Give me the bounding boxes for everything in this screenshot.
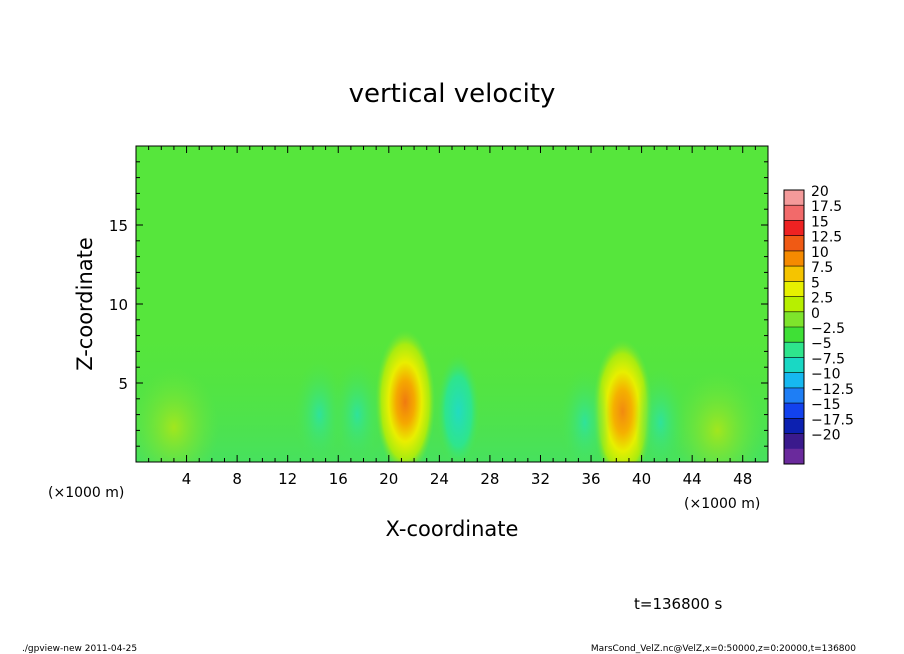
colorbar-label: 12.5 [811,230,842,246]
colorbar-swatch [784,190,804,206]
y-tick-label: 10 [109,296,128,314]
colorbar-label: 20 [811,184,829,200]
x-tick-label: 28 [480,470,499,488]
heatmap-field [136,146,768,462]
x-tick-label: 8 [232,470,242,488]
x-unit-left: (×1000 m) [48,485,124,501]
colorbar-swatch [784,327,804,343]
colorbar-swatch [784,220,804,237]
y-tick-label: 15 [109,217,128,235]
x-tick-label: 44 [683,470,702,488]
colorbar-swatch [784,357,804,374]
colorbar: 2017.51512.5107.552.50−2.5−5−7.5−10−12.5… [783,184,854,465]
colorbar-swatch [784,296,804,313]
colorbar-label: 7.5 [811,260,833,276]
colorbar-label: 17.5 [811,199,842,215]
x-tick-label: 16 [329,470,348,488]
colorbar-label: −15 [811,397,841,413]
colorbar-swatch [784,448,804,465]
heatmap-feature [436,353,481,462]
y-axis-ticks: 5 10 15 [109,161,768,447]
colorbar-label: −10 [811,367,841,383]
y-tick-label: 5 [118,375,128,393]
x-axis-label: X-coordinate [386,517,519,541]
x-tick-label: 4 [182,470,192,488]
x-tick-label: 12 [278,470,297,488]
colorbar-swatch [784,342,804,358]
colorbar-label: −17.5 [811,412,854,428]
colorbar-swatch [784,387,804,404]
colorbar-swatch [784,235,804,252]
colorbar-swatch [784,250,804,267]
colorbar-label: −5 [811,336,832,352]
colorbar-label: 10 [811,245,829,261]
heatmap-feature [634,366,687,462]
x-unit-right: (×1000 m) [684,496,760,512]
colorbar-swatch [784,205,804,221]
colorbar-label: 0 [811,306,820,322]
x-tick-label: 48 [733,470,752,488]
colorbar-label: 15 [811,214,829,230]
chart-title: vertical velocity [349,79,556,109]
heatmap-feature [672,370,763,462]
y-axis-label: Z-coordinate [73,237,97,371]
colorbar-swatch [784,418,804,435]
colorbar-label: −20 [811,428,841,444]
colorbar-swatch [784,403,804,419]
colorbar-swatch [784,311,804,328]
heatmap-features [136,329,763,462]
time-label: t=136800 s [634,595,722,613]
colorbar-label: −12.5 [811,382,854,398]
heatmap-feature [293,358,346,462]
x-tick-label: 24 [430,470,449,488]
x-tick-label: 20 [379,470,398,488]
x-tick-label: 32 [531,470,550,488]
colorbar-swatch [784,433,804,450]
colorbar-swatch [784,372,804,389]
x-tick-label: 40 [632,470,651,488]
colorbar-label: 2.5 [811,291,833,307]
colorbar-swatch [784,266,804,282]
colorbar-label: −2.5 [811,321,845,337]
heatmap-feature [136,367,219,462]
colorbar-label: 5 [811,275,820,291]
footer-left: ./gpview-new 2011-04-25 [22,644,137,654]
heatmap-feature [558,366,611,462]
heatmap-feature [375,329,436,462]
heatmap-feature [331,358,384,462]
x-tick-label: 36 [581,470,600,488]
footer-right: MarsCond_VelZ.nc@VelZ,x=0:50000,z=0:2000… [591,644,856,654]
colorbar-swatch [784,281,804,298]
colorbar-label: −7.5 [811,351,845,367]
x-axis-ticks: 4 8 12 16 20 24 28 32 36 40 44 48 [148,146,756,488]
